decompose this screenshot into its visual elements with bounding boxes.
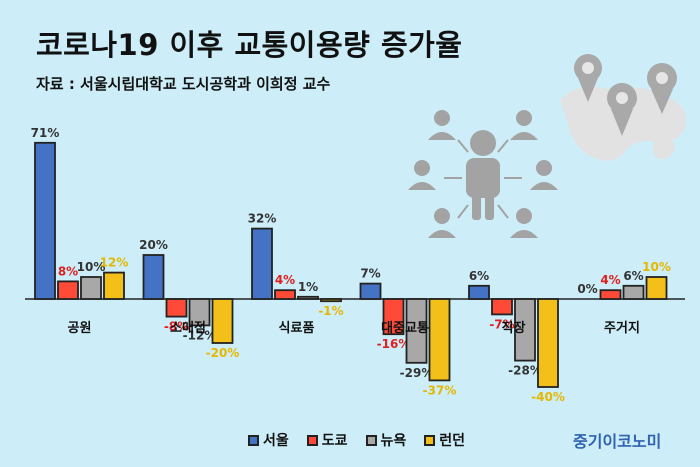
data-label-seoul-5: 6% xyxy=(469,269,489,283)
category-label-1: 공원 xyxy=(68,321,92,336)
bar-seoul-4 xyxy=(359,282,382,300)
legend-label: 뉴욕 xyxy=(380,433,407,449)
legend-item-london: 런던 xyxy=(424,430,465,450)
category-label-6: 주거지 xyxy=(604,321,640,336)
data-label-london-6: 10% xyxy=(642,260,671,274)
bar-london-1 xyxy=(103,271,125,300)
chart-source: 자료 : 서울시립대학교 도시공학과 이희정 교수 xyxy=(36,75,331,93)
data-label-seoul-4: 7% xyxy=(360,267,380,281)
decorative-illustration xyxy=(408,54,686,238)
legend-item-tokyo: 도쿄 xyxy=(306,430,348,450)
bar-tokyo-6 xyxy=(599,289,622,300)
bar-newyork-5 xyxy=(514,298,536,362)
data-label-london-2: -20% xyxy=(206,346,240,360)
category-label-3: 식료품 xyxy=(279,320,315,336)
data-label-seoul-1: 71% xyxy=(31,126,60,140)
bar-london-5 xyxy=(537,298,559,388)
data-label-london-4: -37% xyxy=(423,383,457,397)
legend-swatch xyxy=(365,434,377,446)
data-label-tokyo-2: -8% xyxy=(164,320,189,334)
legend-swatch xyxy=(306,434,318,446)
data-label-tokyo-1: 8% xyxy=(58,264,78,278)
legend-label: 서울 xyxy=(263,433,289,449)
category-label-2: 소매점 xyxy=(170,321,206,336)
legend-item-newyork: 뉴욕 xyxy=(365,430,407,450)
person-icon xyxy=(466,130,500,220)
data-label-seoul-3: 32% xyxy=(248,212,277,226)
virus-pin-icon xyxy=(647,63,677,114)
chart-title: 코로나19 이후 교통이용량 증가율 xyxy=(36,28,463,62)
bar-newyork-3 xyxy=(297,295,319,300)
category-label-4: 대중교통 xyxy=(381,321,429,336)
data-label-london-3: -1% xyxy=(318,304,343,318)
data-label-tokyo-5: -7% xyxy=(489,317,514,331)
data-label-tokyo-4: -16% xyxy=(377,337,411,351)
bar-tokyo-1 xyxy=(57,280,79,300)
legend: 서울 도쿄 뉴욕 런던 xyxy=(248,430,465,450)
data-label-london-1: 12% xyxy=(100,256,129,270)
bar-tokyo-5 xyxy=(491,298,513,316)
data-label-newyork-2: -12% xyxy=(183,328,217,342)
virus-pin-icon xyxy=(574,54,602,102)
bar-seoul-1 xyxy=(34,141,56,300)
legend-label: 런던 xyxy=(439,433,466,449)
bar-london-6 xyxy=(645,276,668,300)
data-label-seoul-2: 20% xyxy=(139,238,168,252)
arrow-icons xyxy=(444,139,522,219)
data-label-newyork-4: -29% xyxy=(400,366,434,380)
data-label-newyork-6: 6% xyxy=(623,269,643,283)
bar-newyork-4 xyxy=(405,298,428,364)
bar-tokyo-2 xyxy=(165,298,188,318)
data-label-newyork-5: -28% xyxy=(508,364,542,378)
bar-tokyo-3 xyxy=(274,289,296,300)
bar-newyork-6 xyxy=(622,284,645,300)
data-label-seoul-6: 0% xyxy=(577,282,597,296)
data-label-london-5: -40% xyxy=(531,390,565,404)
people-icons xyxy=(408,110,558,238)
bar-seoul-2 xyxy=(142,254,165,300)
bar-london-4 xyxy=(428,298,451,382)
legend-item-seoul: 서울 xyxy=(248,430,289,450)
bar-seoul-5 xyxy=(468,284,490,300)
bar-london-3 xyxy=(320,298,342,303)
data-label-newyork-3: 1% xyxy=(298,280,318,294)
data-label-newyork-1: 10% xyxy=(77,260,106,274)
legend-swatch xyxy=(248,434,259,446)
legend-swatch xyxy=(424,434,436,446)
virus-pin-icon xyxy=(607,83,637,136)
legend-label: 도쿄 xyxy=(321,433,348,449)
data-label-tokyo-3: 4% xyxy=(275,273,295,287)
bar-newyork-1 xyxy=(80,276,102,300)
bar-tokyo-4 xyxy=(382,298,405,336)
bar-newyork-2 xyxy=(188,298,211,327)
category-label-5: 직장 xyxy=(502,320,526,336)
bar-seoul-3 xyxy=(251,227,273,300)
data-label-tokyo-6: 4% xyxy=(600,273,620,287)
bar-london-2 xyxy=(211,298,234,344)
brand-logo: 중기이코노미 xyxy=(573,432,662,451)
